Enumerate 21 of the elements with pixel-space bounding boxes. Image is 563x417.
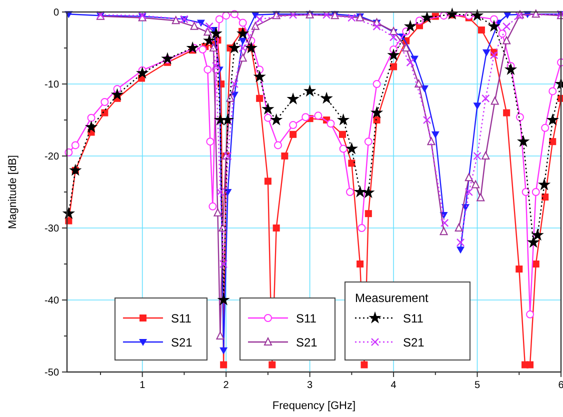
x-tick-label: 6: [558, 380, 563, 391]
x-tick-label: 4: [390, 380, 397, 391]
legend-label: S21: [296, 336, 318, 350]
y-tick-label: -20: [44, 152, 60, 162]
y-tick-label: 0: [53, 8, 60, 18]
legend-label: S21: [403, 336, 425, 350]
legend-label: S21: [171, 336, 193, 350]
legend-title: Measurement: [355, 291, 430, 305]
x-tick-label: 5: [474, 380, 480, 391]
legend-label: S11: [296, 312, 317, 326]
y-tick-label: -10: [44, 80, 60, 90]
y-tick-label: -50: [44, 368, 60, 378]
y-tick-label: -40: [44, 296, 60, 306]
x-tick-label: 1: [140, 380, 146, 391]
legend-label: S11: [403, 312, 424, 326]
x-axis-title: Frequency [GHz]: [272, 400, 356, 412]
x-tick-label: 3: [307, 380, 314, 391]
y-tick-label: -30: [44, 224, 60, 234]
y-axis-title: Magnitude [dB]: [7, 155, 19, 229]
x-tick-label: 2: [223, 380, 230, 391]
legend-label: S11: [171, 312, 192, 326]
